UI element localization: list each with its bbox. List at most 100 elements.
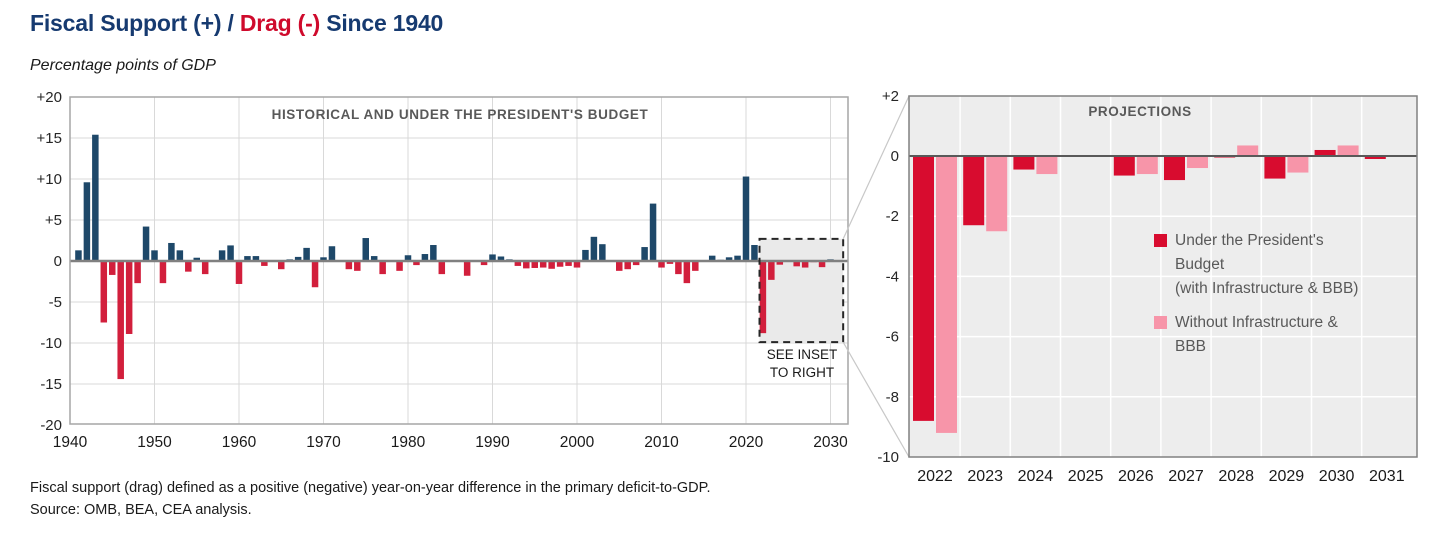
hist-bar-2013 bbox=[683, 261, 691, 284]
hist-bar-2007 bbox=[632, 261, 640, 266]
legend-swatch-icon bbox=[1154, 316, 1167, 329]
axis-tick-label: 2023 bbox=[967, 468, 1003, 485]
axis-tick-label: +2 bbox=[882, 88, 899, 105]
hist-bar-2010 bbox=[658, 261, 665, 268]
proj-bar-2022-s0 bbox=[913, 156, 934, 421]
subtitle: Percentage points of GDP bbox=[30, 57, 216, 74]
hist-bar-1941 bbox=[75, 250, 82, 261]
axis-tick-label: -2 bbox=[886, 208, 899, 225]
axis-tick-label: +15 bbox=[37, 130, 62, 147]
hist-bar-1958 bbox=[218, 250, 226, 261]
axis-tick-label: -15 bbox=[40, 376, 62, 393]
hist-bar-1943 bbox=[92, 134, 99, 261]
axis-tick-label: -5 bbox=[49, 294, 62, 311]
hist-bar-1996 bbox=[539, 261, 547, 268]
hist-bar-1994 bbox=[523, 261, 530, 269]
hist-bar-1987 bbox=[463, 261, 471, 276]
hist-bar-1949 bbox=[142, 226, 150, 261]
inset-connector-bottom bbox=[842, 341, 910, 458]
hist-bar-2018 bbox=[725, 257, 733, 261]
axis-tick-label: 1980 bbox=[391, 434, 426, 451]
hist-bar-1959 bbox=[227, 245, 234, 261]
axis-tick-label: 2031 bbox=[1369, 468, 1405, 485]
hist-bar-1984 bbox=[438, 261, 446, 275]
projections-chart-title: PROJECTIONS bbox=[1088, 104, 1192, 119]
hist-bar-2005 bbox=[616, 261, 623, 271]
hist-bar-1991 bbox=[497, 256, 505, 261]
hist-bar-1981 bbox=[413, 261, 420, 266]
footnote-source: Source: OMB, BEA, CEA analysis. bbox=[30, 502, 252, 519]
axis-tick-label: 1960 bbox=[222, 434, 257, 451]
axis-tick-label: +20 bbox=[37, 89, 62, 106]
proj-bar-2024-s0 bbox=[1013, 156, 1035, 170]
axis-tick-label: 2024 bbox=[1018, 468, 1054, 485]
hist-bar-2020 bbox=[742, 176, 750, 261]
hist-bar-2002 bbox=[590, 236, 598, 261]
proj-bar-2023-s1 bbox=[986, 156, 1008, 232]
axis-tick-label: 2025 bbox=[1068, 468, 1104, 485]
hist-bar-1967 bbox=[294, 256, 302, 261]
hist-bar-2000 bbox=[573, 261, 581, 268]
hist-bar-1970 bbox=[320, 257, 327, 261]
hist-bar-1997 bbox=[548, 261, 555, 269]
hist-bar-1961 bbox=[244, 256, 251, 261]
axis-tick-label: -10 bbox=[877, 449, 899, 466]
hist-bar-1955 bbox=[193, 257, 200, 261]
hist-bar-1975 bbox=[362, 238, 369, 261]
hist-bar-1946 bbox=[117, 261, 124, 380]
title-navy-1: Fiscal Support (+) / bbox=[30, 10, 240, 36]
hist-bar-1952 bbox=[168, 242, 175, 261]
legend-label: Without Infrastructure & BBB bbox=[1175, 314, 1338, 355]
hist-bar-1956 bbox=[201, 261, 209, 275]
hist-bar-1947 bbox=[125, 261, 133, 334]
hist-bar-1960 bbox=[235, 261, 243, 284]
axis-tick-label: -20 bbox=[40, 417, 62, 434]
title-red: Drag (-) bbox=[239, 10, 321, 36]
proj-bar-2024-s1 bbox=[1036, 156, 1058, 175]
axis-tick-label: 2020 bbox=[729, 434, 764, 451]
hist-bar-1995 bbox=[531, 261, 538, 268]
hist-bar-1965 bbox=[278, 261, 285, 270]
hist-bar-2029 bbox=[818, 261, 826, 268]
proj-bar-2031-s0 bbox=[1364, 156, 1386, 160]
legend-swatch-icon bbox=[1154, 234, 1167, 247]
hist-bar-2023 bbox=[768, 261, 775, 280]
hist-bar-2011 bbox=[666, 261, 674, 264]
axis-tick-label: +10 bbox=[37, 171, 62, 188]
hist-bar-1974 bbox=[354, 261, 361, 271]
hist-bar-2009 bbox=[649, 203, 657, 261]
hist-plot-border bbox=[69, 96, 849, 425]
hist-bar-2026 bbox=[793, 261, 800, 267]
hist-bar-1993 bbox=[514, 261, 522, 266]
axis-tick-label: 2028 bbox=[1218, 468, 1254, 485]
title-navy-2: Since 1940 bbox=[320, 10, 444, 36]
hist-bar-2019 bbox=[734, 255, 741, 261]
axis-tick-label: 1990 bbox=[475, 434, 510, 451]
footnote-definition: Fiscal support (drag) defined as a posit… bbox=[30, 480, 711, 496]
legend-entry-1: Without Infrastructure & BBB bbox=[1154, 311, 1434, 359]
hist-bar-2008 bbox=[641, 247, 648, 261]
hist-bar-1953 bbox=[176, 250, 184, 261]
hist-bar-1971 bbox=[328, 246, 336, 261]
legend-entry-0: Under the President's Budget (with Infrast… bbox=[1154, 229, 1434, 301]
legend-label: Under the President's Budget (with Infrast… bbox=[1175, 232, 1359, 297]
hist-bar-2016 bbox=[708, 255, 716, 261]
hist-bar-2027 bbox=[801, 261, 809, 268]
axis-tick-label: 2030 bbox=[813, 434, 848, 451]
hist-bar-1990 bbox=[489, 254, 496, 261]
hist-bar-1969 bbox=[311, 261, 319, 288]
footnote: Fiscal support (drag) defined as a posit… bbox=[30, 477, 710, 521]
axis-tick-label: 0 bbox=[891, 148, 899, 165]
see-inset-line-2: TO RIGHT bbox=[769, 364, 835, 380]
proj-bar-2022-s1 bbox=[936, 156, 957, 433]
axis-tick-label: 1950 bbox=[137, 434, 172, 451]
hist-bar-1948 bbox=[134, 261, 141, 284]
proj-bar-2029-s0 bbox=[1264, 156, 1286, 179]
proj-bar-2026-s0 bbox=[1113, 156, 1135, 176]
hist-bar-2001 bbox=[582, 249, 589, 261]
axis-tick-label: 2026 bbox=[1118, 468, 1154, 485]
proj-bar-2030-s0 bbox=[1314, 149, 1336, 156]
proj-bar-2028-s1 bbox=[1237, 145, 1259, 156]
axis-tick-label: 2010 bbox=[644, 434, 679, 451]
